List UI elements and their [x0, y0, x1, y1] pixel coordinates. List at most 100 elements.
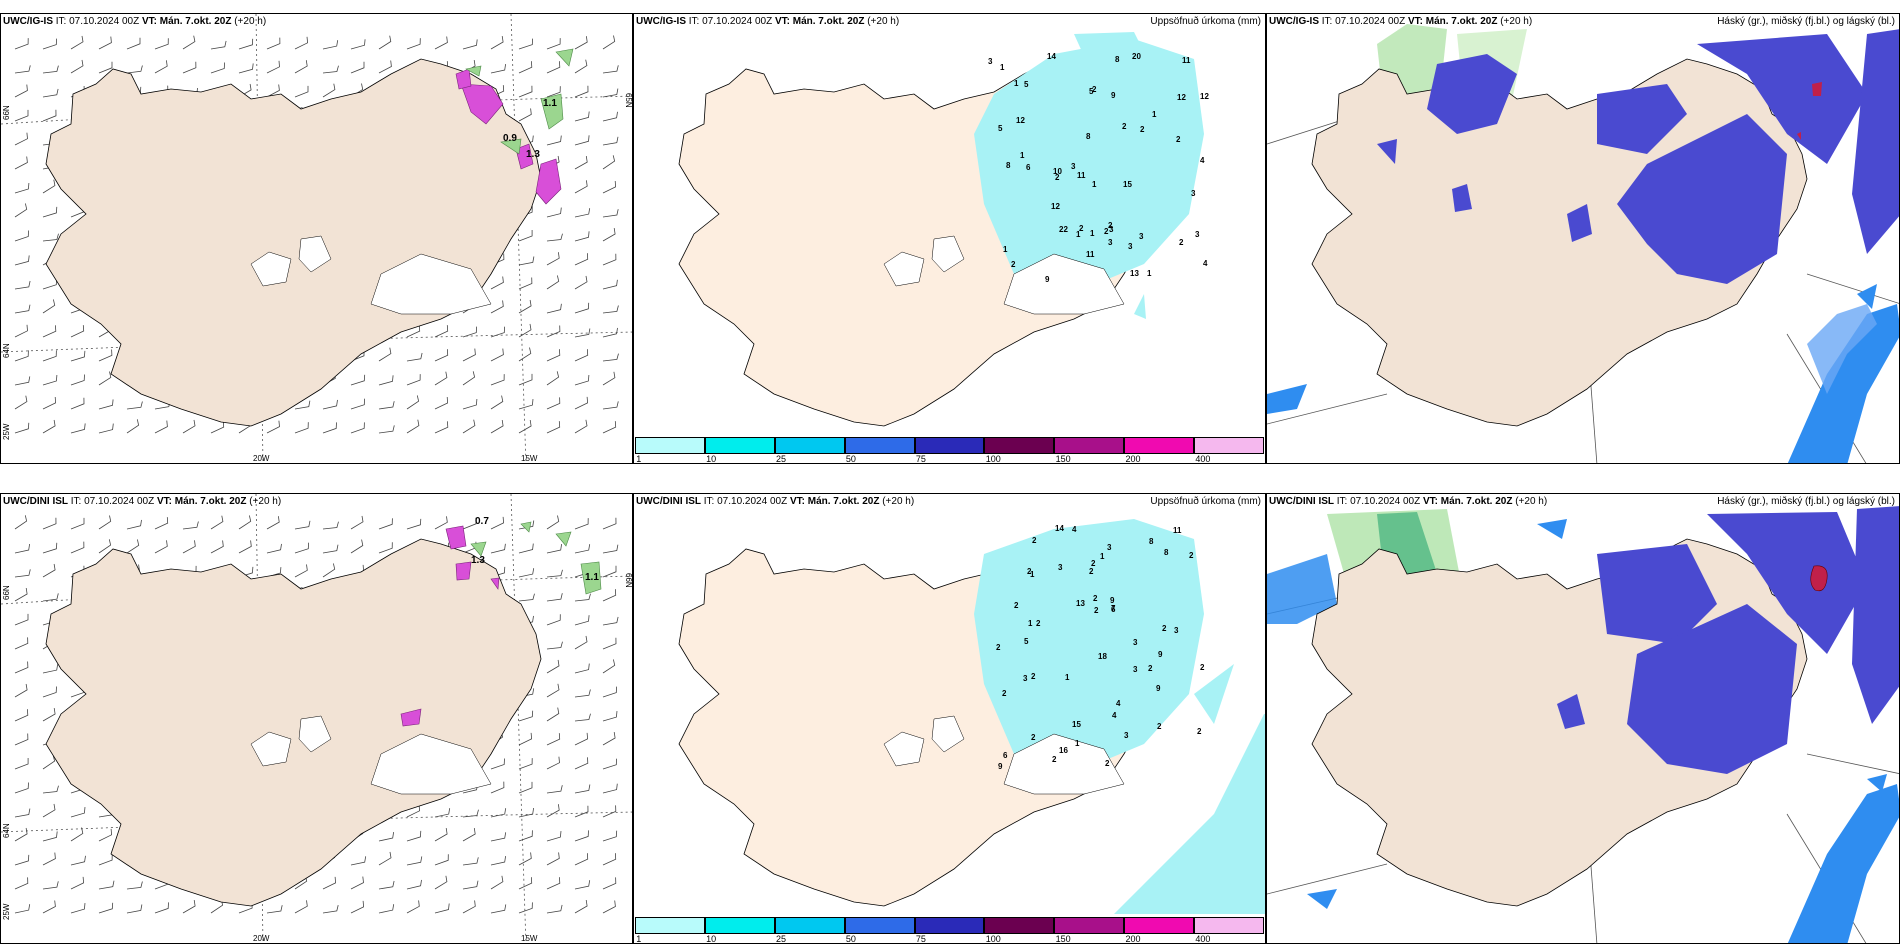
value-label: 1.1 [585, 572, 599, 583]
precip-value: 9 [1045, 275, 1050, 284]
precip-value: 9 [1156, 684, 1161, 693]
lat-label: 65N [624, 93, 633, 108]
lon-label: 20W [253, 934, 270, 943]
precip-value: 4 [1200, 156, 1205, 165]
precip-value: 6 [1026, 163, 1031, 172]
value-label: 0.9 [503, 133, 517, 144]
legend-swatch [1124, 917, 1195, 934]
legend-swatch [1054, 437, 1125, 454]
precip-legend: 1 10 25 50 75 100 150 200 400 [635, 436, 1264, 464]
panel-header: UWC/IG-IS IT: 07.10.2024 00Z VT: Mán. 7.… [3, 16, 267, 27]
precip-value: 5 [998, 124, 1003, 133]
precip-value: 14 [1047, 52, 1056, 61]
precip-value: 1 [1076, 230, 1081, 239]
precip-value: 2 [1189, 551, 1194, 560]
precip-value: 2 [1002, 689, 1007, 698]
precip-value: 12 [1016, 116, 1025, 125]
precip-value: 1 [1147, 269, 1152, 278]
panel-title: Háský (gr.), miðský (fj.bl.) og lágský (… [1717, 496, 1895, 507]
precip-value: 13 [1076, 599, 1085, 608]
precip-value: 11 [1173, 526, 1182, 535]
precip-value: 2 [1032, 536, 1037, 545]
precip-value: 2 [1011, 260, 1016, 269]
legend-tick: 200 [1125, 934, 1141, 944]
precip-value: 1 [1092, 180, 1097, 189]
precip-value: 1 [1065, 673, 1070, 682]
precip-legend: 1 10 25 50 75 100 150 200 400 [635, 916, 1264, 944]
legend-tick: 75 [915, 934, 926, 944]
lon-label: 25W [2, 423, 11, 440]
legend-tick: 200 [1125, 454, 1141, 464]
precip-value: 3 [1174, 626, 1179, 635]
legend-swatch [984, 917, 1055, 934]
precip-value: 1 [1152, 110, 1157, 119]
precip-value: 3 [1128, 242, 1133, 251]
precip-value: 2 [1104, 227, 1109, 236]
legend-swatch [984, 437, 1055, 454]
precip-value: 3 [1109, 225, 1114, 234]
precip-value: 1 [1000, 63, 1005, 72]
wind-map-panel-dini: UWC/DINI ISL IT: 07.10.2024 00Z VT: Mán.… [0, 493, 633, 944]
wind-map-panel-ig: UWC/IG-IS IT: 07.10.2024 00Z VT: Mán. 7.… [0, 13, 633, 464]
lon-label: 15W [521, 454, 538, 463]
precip-value: 2 [1093, 594, 1098, 603]
precip-value: 2 [996, 643, 1001, 652]
legend-tick: 100 [985, 454, 1001, 464]
precip-value: 3 [1107, 543, 1112, 552]
lon-label: 20W [253, 454, 270, 463]
panel-header: UWC/DINI ISL IT: 07.10.2024 00Z VT: Mán.… [3, 496, 282, 507]
value-label: 1.3 [471, 555, 485, 566]
precip-value: 16 [1059, 746, 1068, 755]
legend-swatch [1054, 917, 1125, 934]
precip-value: 8 [1115, 55, 1120, 64]
legend-tick: 100 [985, 934, 1001, 944]
precip-value: 2 [1031, 733, 1036, 742]
legend-swatch [635, 437, 705, 454]
legend-swatch [844, 917, 915, 934]
precip-value: 4 [1116, 699, 1121, 708]
precip-map-panel-ig: UWC/IG-IS IT: 07.10.2024 00Z VT: Mán. 7.… [633, 13, 1266, 464]
precip-value: 7 [1111, 604, 1116, 613]
precip-value: 12 [1200, 92, 1209, 101]
precip-value: 10 [1053, 167, 1062, 176]
precip-value: 2 [1197, 727, 1202, 736]
precip-value: 8 [1164, 548, 1169, 557]
precip-value: 1 [1020, 151, 1025, 160]
precip-value: 3 [1139, 232, 1144, 241]
precip-value: 6 [1003, 751, 1008, 760]
legend-swatch [774, 437, 845, 454]
panel-title: Uppsöfnuð úrkoma (mm) [1150, 496, 1261, 507]
precip-value: 18 [1098, 652, 1107, 661]
legend-swatch [704, 437, 775, 454]
legend-tick: 75 [915, 454, 926, 464]
legend-tick: 150 [1055, 454, 1071, 464]
panel-title: Háský (gr.), miðský (fj.bl.) og lágský (… [1717, 16, 1895, 27]
precip-value: 3 [1071, 162, 1076, 171]
value-label: 1.1 [543, 98, 557, 109]
legend-tick: 10 [706, 454, 717, 464]
precip-map-panel-dini: UWC/DINI ISL IT: 07.10.2024 00Z VT: Mán.… [633, 493, 1266, 944]
precip-value: 12 [1051, 202, 1060, 211]
precip-value: 9 [998, 762, 1003, 771]
precip-value: 3 [988, 57, 993, 66]
precip-value: 3 [1191, 189, 1196, 198]
precip-value: 2 [1014, 601, 1019, 610]
cloud-map [1267, 24, 1899, 463]
precip-value: 1 [1014, 79, 1019, 88]
panel-title: Uppsöfnuð úrkoma (mm) [1150, 16, 1261, 27]
precip-value: 5 [1024, 637, 1029, 646]
precip-value: 2 [1176, 135, 1181, 144]
cloud-map-panel-ig: UWC/IG-IS IT: 07.10.2024 00Z VT: Mán. 7.… [1266, 13, 1900, 464]
legend-swatch [914, 437, 985, 454]
precip-value: 9 [1111, 91, 1116, 100]
legend-swatch [914, 917, 985, 934]
precip-value: 3 [1108, 238, 1113, 247]
legend-tick: 25 [776, 934, 787, 944]
precip-value: 2 [1031, 672, 1036, 681]
precip-value: 6 [1111, 605, 1116, 614]
precip-value: 3 [1195, 230, 1200, 239]
lat-label: 64N [2, 823, 11, 838]
precip-value: 13 [1130, 269, 1139, 278]
precip-value: 2 [1092, 85, 1097, 94]
precip-value: 1 [1003, 245, 1008, 254]
